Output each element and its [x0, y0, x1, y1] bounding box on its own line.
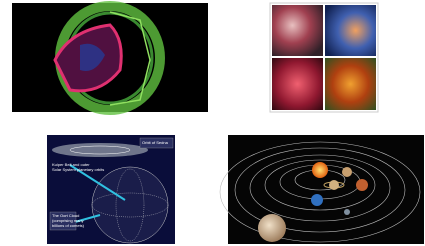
image-oort-cloud: Orbit of Sedna Kuiper Belt and outer Sol… — [47, 135, 175, 244]
image-solar-system — [220, 135, 424, 244]
label-line: Solar System planetary orbits — [52, 167, 104, 172]
label-line: Orbit of Sedna — [142, 140, 169, 145]
label-line: billions of comets) — [52, 223, 85, 228]
label-sedna: Orbit of Sedna — [142, 140, 169, 145]
image-grid: Orbit of Sedna Kuiper Belt and outer Sol… — [0, 0, 425, 246]
image-nebulae — [270, 3, 378, 112]
image-disk — [12, 3, 208, 112]
label-oort: The Oort Cloud (comprising many billions… — [52, 213, 85, 228]
